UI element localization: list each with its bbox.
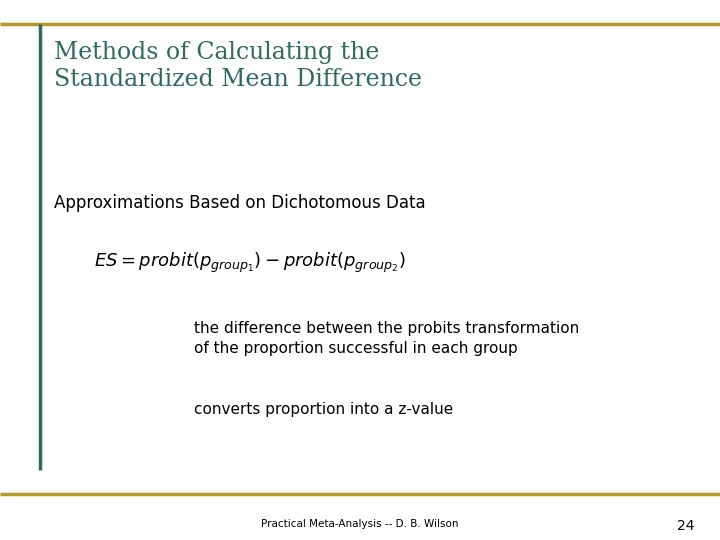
Text: $\mathit{ES} = \mathit{probit}(p_{\mathit{group}_1}) - \mathit{probit}(p_{\mathi: $\mathit{ES} = \mathit{probit}(p_{\mathi… bbox=[94, 251, 405, 275]
Text: converts proportion into a z-value: converts proportion into a z-value bbox=[194, 402, 454, 417]
Text: Practical Meta-Analysis -- D. B. Wilson: Practical Meta-Analysis -- D. B. Wilson bbox=[261, 519, 459, 530]
Text: the difference between the probits transformation
of the proportion successful i: the difference between the probits trans… bbox=[194, 321, 580, 356]
Text: Approximations Based on Dichotomous Data: Approximations Based on Dichotomous Data bbox=[54, 194, 426, 212]
Text: Methods of Calculating the
Standardized Mean Difference: Methods of Calculating the Standardized … bbox=[54, 40, 422, 91]
Text: 24: 24 bbox=[678, 519, 695, 534]
